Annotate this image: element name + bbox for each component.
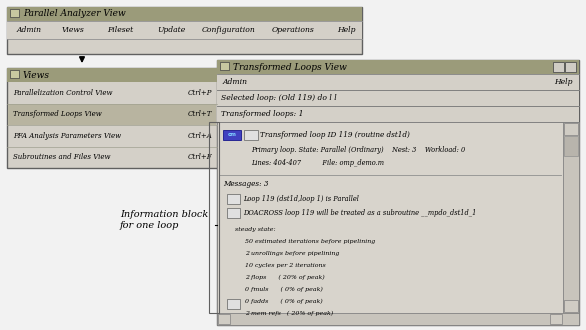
Bar (227, 299, 240, 309)
Bar (8, 104, 216, 125)
Text: Transformed loops: 1: Transformed loops: 1 (221, 110, 304, 118)
Text: Information block
for one loop: Information block for one loop (120, 210, 208, 230)
Text: 10 cycles per 2 iterations: 10 cycles per 2 iterations (245, 262, 326, 268)
Text: Lines: 404-407          File: omp_demo.m: Lines: 404-407 File: omp_demo.m (251, 159, 384, 167)
Text: Help: Help (337, 26, 356, 34)
Text: Selected loop: (Old 119) do l l: Selected loop: (Old 119) do l l (221, 94, 337, 102)
Bar (227, 208, 240, 218)
Bar (227, 194, 240, 204)
Text: Ctrl+T: Ctrl+T (188, 110, 212, 118)
Bar (565, 62, 576, 72)
Bar (7, 7, 362, 21)
Text: Operations: Operations (272, 26, 315, 34)
Text: Admin: Admin (17, 26, 42, 34)
Bar (564, 123, 578, 135)
Text: Fileset: Fileset (107, 26, 133, 34)
Bar (10, 70, 19, 78)
Text: Parallel Analyzer View: Parallel Analyzer View (23, 10, 126, 18)
Bar (563, 122, 579, 313)
Bar (7, 68, 217, 82)
Text: Views: Views (23, 71, 50, 80)
Text: Parallelization Control View: Parallelization Control View (13, 89, 113, 97)
Text: 2 flops      ( 20% of peak): 2 flops ( 20% of peak) (245, 274, 325, 280)
Text: Ctrl+P: Ctrl+P (188, 89, 212, 97)
Bar (10, 9, 19, 17)
Bar (217, 74, 579, 90)
Text: Help: Help (554, 78, 573, 86)
Bar (7, 7, 362, 54)
Text: steady state:: steady state: (235, 226, 275, 232)
Text: Ctrl+A: Ctrl+A (188, 132, 212, 140)
Bar (550, 314, 562, 324)
Text: Subroutines and Files View: Subroutines and Files View (13, 153, 111, 161)
Text: PFA Analysis Parameters View: PFA Analysis Parameters View (13, 132, 121, 140)
Text: Update: Update (157, 26, 185, 34)
Bar (244, 130, 258, 140)
Bar (217, 90, 579, 106)
Text: 2 mem refs   ( 20% of peak): 2 mem refs ( 20% of peak) (245, 311, 333, 315)
Text: Transformed Loops View: Transformed Loops View (13, 110, 102, 118)
Bar (220, 62, 229, 70)
Text: Transformed Loops View: Transformed Loops View (233, 62, 347, 72)
Bar (564, 136, 578, 156)
Text: 0 fmuls      ( 0% of peak): 0 fmuls ( 0% of peak) (245, 286, 323, 292)
Text: Loop 119 (dst1d,loop 1) is Parallel: Loop 119 (dst1d,loop 1) is Parallel (243, 195, 359, 203)
Bar (7, 68, 217, 168)
Bar (217, 313, 579, 325)
Text: 2 unrollings before pipelining: 2 unrollings before pipelining (245, 250, 339, 255)
Text: Primary loop. State: Parallel (Ordinary)    Nest: 3    Workload: 0: Primary loop. State: Parallel (Ordinary)… (251, 146, 465, 154)
Bar (564, 300, 578, 312)
Bar (217, 60, 579, 74)
Text: Configuration: Configuration (202, 26, 255, 34)
Bar (7, 21, 362, 39)
Bar (218, 314, 230, 324)
Bar (223, 130, 241, 140)
Bar (209, 122, 219, 313)
Text: 0 fadds      ( 0% of peak): 0 fadds ( 0% of peak) (245, 298, 323, 304)
Bar (553, 62, 564, 72)
Bar (217, 106, 579, 122)
Text: DOACROSS loop 119 will be treated as a subroutine __mpdo_dst1d_1: DOACROSS loop 119 will be treated as a s… (243, 209, 476, 217)
Text: Ctrl+F: Ctrl+F (188, 153, 212, 161)
Text: Views: Views (62, 26, 85, 34)
Text: cm: cm (227, 133, 236, 138)
Bar (217, 122, 563, 313)
Text: 50 estimated iterations before pipelining: 50 estimated iterations before pipelinin… (245, 239, 375, 244)
Text: Transformed loop ID 119 (routine dst1d): Transformed loop ID 119 (routine dst1d) (260, 131, 410, 139)
Bar (217, 60, 579, 325)
Text: Messages: 3: Messages: 3 (223, 180, 268, 188)
Text: Admin: Admin (223, 78, 248, 86)
